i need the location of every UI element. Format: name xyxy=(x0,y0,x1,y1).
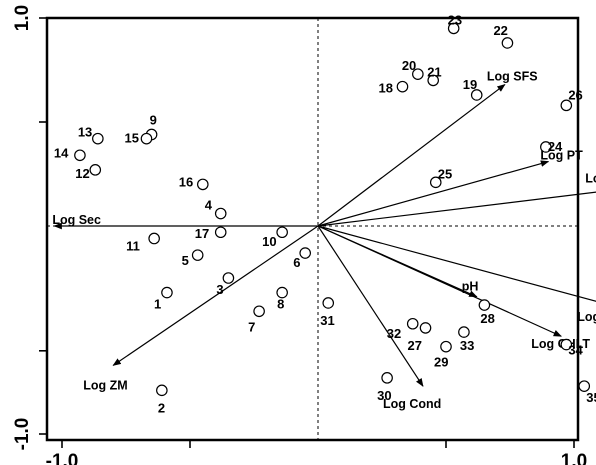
sample-point xyxy=(156,384,168,397)
sample-point xyxy=(299,247,311,259)
sample-point-label: 27 xyxy=(408,338,422,353)
sample-point xyxy=(560,338,573,351)
vector-label: Log SVS xyxy=(577,310,596,324)
sample-point xyxy=(419,322,432,334)
sample-point-label: 10 xyxy=(262,234,276,249)
sample-point-label: 4 xyxy=(205,198,213,213)
sample-point xyxy=(161,286,173,299)
sample-point-label: 8 xyxy=(277,297,284,312)
sample-point xyxy=(191,249,204,261)
sample-point xyxy=(440,340,452,353)
vector-arrow xyxy=(112,225,319,366)
sample-point-label: 23 xyxy=(448,12,462,27)
plot-frame xyxy=(45,16,580,442)
sample-point xyxy=(406,317,419,330)
vector-label: Log Sec xyxy=(52,213,101,227)
sample-point xyxy=(253,305,265,318)
sample-point xyxy=(74,149,86,162)
sample-point-label: 22 xyxy=(493,23,507,38)
sample-point xyxy=(92,132,104,145)
y-tick-label: -1.0 xyxy=(12,418,33,451)
sample-point xyxy=(447,22,460,35)
sample-point-label: 6 xyxy=(293,255,300,270)
vector-arrow xyxy=(317,84,506,227)
sample-point-label: 33 xyxy=(460,338,474,353)
vector-label: Log STS xyxy=(585,172,596,186)
sample-point-label: 25 xyxy=(438,166,452,181)
y-tick-label: 1.0 xyxy=(12,5,33,31)
sample-point xyxy=(214,226,227,239)
sample-point xyxy=(381,372,393,384)
sample-point-label: 24 xyxy=(548,139,563,154)
sample-point-label: 5 xyxy=(182,253,189,268)
vector-label: Log SFS xyxy=(487,70,538,84)
sample-point-label: 34 xyxy=(568,343,583,358)
sample-point-label: 11 xyxy=(126,238,140,253)
sample-point-label: 28 xyxy=(480,311,494,326)
vector-label: pH xyxy=(462,280,479,294)
sample-point xyxy=(276,286,288,299)
sample-point-label: 31 xyxy=(320,313,334,328)
sample-point-label: 7 xyxy=(248,319,255,334)
sample-point-label: 18 xyxy=(378,81,392,96)
vector-label: Log ZM xyxy=(83,378,127,392)
sample-point-label: 15 xyxy=(124,131,138,146)
sample-point xyxy=(470,89,483,101)
sample-point xyxy=(560,99,573,112)
sample-point-label: 2 xyxy=(158,400,165,415)
sample-point-label: 30 xyxy=(377,388,391,403)
sample-point xyxy=(412,68,424,80)
sample-point xyxy=(429,176,442,189)
sample-point-label: 13 xyxy=(78,125,92,140)
sample-point-label: 29 xyxy=(434,355,448,370)
sample-point xyxy=(458,326,470,338)
sample-point-label: 12 xyxy=(75,166,89,181)
vector-label: Log PT xyxy=(540,149,583,163)
sample-point xyxy=(478,299,491,311)
vector-arrow xyxy=(317,160,550,227)
sample-point xyxy=(578,380,591,392)
sample-point xyxy=(501,37,514,49)
sample-point xyxy=(148,232,160,245)
sample-point-label: 3 xyxy=(216,282,223,297)
sample-point xyxy=(427,74,439,87)
x-tick-label: -1.0 xyxy=(46,451,79,465)
sample-point-label: 17 xyxy=(195,226,209,241)
sample-point xyxy=(140,132,153,145)
sample-point-label: 35 xyxy=(586,390,596,405)
sample-point xyxy=(276,226,288,239)
x-tick-label: 1.0 xyxy=(561,451,587,465)
sample-point-label: 21 xyxy=(427,64,441,79)
sample-point xyxy=(396,80,409,93)
vector-arrow xyxy=(317,225,562,337)
vector-label: Log Cond xyxy=(383,397,441,411)
sample-point xyxy=(222,272,235,284)
vector-arrow xyxy=(317,225,596,302)
sample-point-label: 9 xyxy=(150,112,157,127)
sample-point-label: 20 xyxy=(402,58,416,73)
sample-point-label: 26 xyxy=(568,87,582,102)
sample-point-label: 14 xyxy=(54,145,69,160)
sample-point xyxy=(540,141,552,153)
sample-point-label: 32 xyxy=(387,326,401,341)
sample-point xyxy=(89,164,102,176)
vector-layer: Log SFS Log PTLog STS Log Sec pH Log SVS Log … xyxy=(52,70,596,411)
sample-point-label: 19 xyxy=(463,77,477,92)
sample-point xyxy=(214,207,227,220)
sample-point-label: 1 xyxy=(154,297,161,312)
sample-point-label: 16 xyxy=(179,174,193,189)
vector-arrow xyxy=(317,225,424,387)
sample-point xyxy=(197,178,209,191)
sample-point xyxy=(322,297,335,309)
vector-arrow xyxy=(317,191,596,227)
